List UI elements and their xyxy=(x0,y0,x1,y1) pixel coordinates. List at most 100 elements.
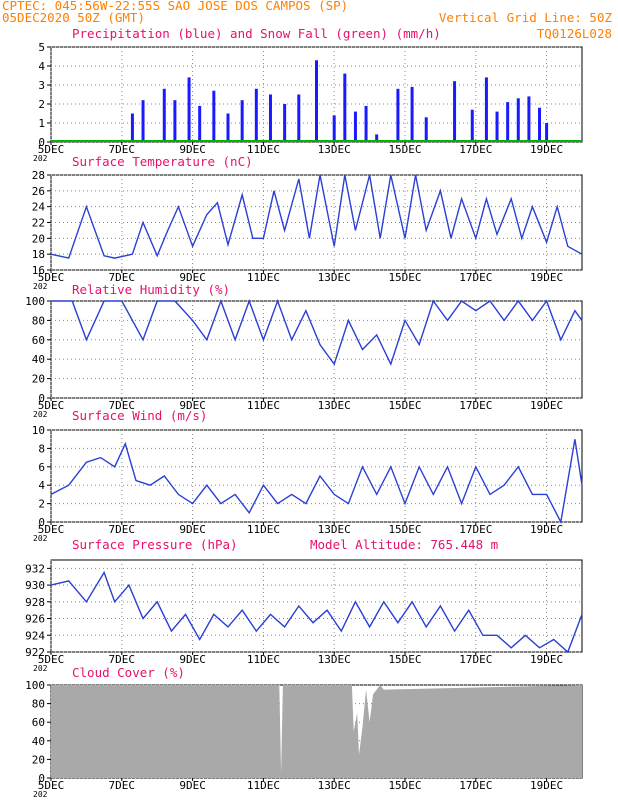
y-tick-label: 2 xyxy=(38,98,45,111)
y-tick-label: 4 xyxy=(38,479,45,492)
y-tick-label: 924 xyxy=(25,629,45,642)
precip-bar xyxy=(353,111,357,142)
year-fragment: 202 xyxy=(33,410,48,419)
y-tick-label: 8 xyxy=(38,442,45,455)
x-tick-label: 19DEC xyxy=(530,399,563,412)
x-tick-label: 15DEC xyxy=(388,143,421,156)
year-fragment: 202 xyxy=(33,154,48,163)
precip-bar xyxy=(297,94,301,142)
precip-bar xyxy=(343,73,347,142)
year-fragment: 202 xyxy=(33,534,48,543)
precip-bar xyxy=(375,134,379,142)
x-tick-label: 5DEC xyxy=(38,399,65,412)
precip-bar xyxy=(396,88,400,142)
y-tick-label: 5 xyxy=(38,41,45,54)
panel-title-wind: Surface Wind (m/s) xyxy=(72,408,207,423)
y-tick-label: 26 xyxy=(32,185,45,198)
panel-temp: Surface Temperature (nC) 16 18 20 22 24 26 28 5D… xyxy=(32,154,583,291)
x-tick-label: 17DEC xyxy=(459,399,492,412)
precip-bar xyxy=(162,88,166,142)
precip-bar xyxy=(424,117,428,142)
precip-bar xyxy=(410,86,414,142)
x-tick-label: 17DEC xyxy=(459,271,492,284)
precip-bar xyxy=(484,77,488,142)
x-tick-label: 13DEC xyxy=(318,399,351,412)
x-tick-label: 5DEC xyxy=(38,271,65,284)
x-tick-label: 19DEC xyxy=(530,779,563,792)
x-tick-label: 11DEC xyxy=(247,523,280,536)
plot-frame xyxy=(50,559,583,653)
x-tick-label: 15DEC xyxy=(388,653,421,666)
x-tick-label: 13DEC xyxy=(318,271,351,284)
precip-bar xyxy=(453,81,457,142)
y-tick-label: 60 xyxy=(32,716,45,729)
x-tick-label: 9DEC xyxy=(179,399,206,412)
y-tick-label: 1 xyxy=(38,117,45,130)
panel-press: Surface Pressure (hPa) 922 924 926 928 930 932… xyxy=(25,537,583,673)
x-tick-label: 11DEC xyxy=(247,143,280,156)
y-tick-label: 16 xyxy=(32,264,45,277)
plot-frame xyxy=(50,300,583,399)
series-line-wind xyxy=(50,439,583,525)
x-tick-label: 7DEC xyxy=(109,523,136,536)
year-fragment: 202 xyxy=(33,790,48,799)
precip-bar xyxy=(173,100,177,142)
y-tick-label: 932 xyxy=(25,562,45,575)
panel-cloud: Cloud Cover (%) 0 20 40 60 80 100 5DEC 7DEC 9DEC 1… xyxy=(25,665,583,799)
precip-bar xyxy=(364,105,368,142)
x-tick-label: 17DEC xyxy=(459,653,492,666)
precip-bar xyxy=(198,105,202,142)
y-tick-label: 20 xyxy=(32,232,45,245)
x-tick-label: 11DEC xyxy=(247,399,280,412)
header-code: TQ0126L028 xyxy=(537,26,612,41)
x-tick-label: 9DEC xyxy=(179,523,206,536)
header-date: 05DEC2020 50Z (GMT) xyxy=(2,10,145,25)
precip-bar xyxy=(212,90,216,142)
series-line-press xyxy=(50,570,583,654)
panel-rh: Relative Humidity (%) 0 20 40 60 80 100 5DEC 7DE… xyxy=(25,282,583,419)
x-tick-label: 9DEC xyxy=(179,779,206,792)
panel-title-cloud: Cloud Cover (%) xyxy=(72,665,185,680)
x-tick-label: 7DEC xyxy=(109,271,136,284)
x-tick-label: 19DEC xyxy=(530,653,563,666)
y-tick-label: 0 xyxy=(38,136,45,149)
year-fragment: 202 xyxy=(33,664,48,673)
altitude-label: Model Altitude: 765.448 m xyxy=(310,537,498,552)
y-tick-label: 922 xyxy=(25,646,45,659)
panel-title-precip: Precipitation (blue) and Snow Fall (gree… xyxy=(72,26,441,41)
y-tick-label: 18 xyxy=(32,248,45,261)
y-tick-label: 2 xyxy=(38,498,45,511)
y-tick-label: 22 xyxy=(32,217,45,230)
x-tick-label: 19DEC xyxy=(530,271,563,284)
precip-bar xyxy=(130,113,134,142)
precip-bar xyxy=(495,111,499,142)
y-tick-label: 4 xyxy=(38,60,45,73)
y-tick-label: 20 xyxy=(32,753,45,766)
y-tick-label: 80 xyxy=(32,314,45,327)
x-tick-label: 7DEC xyxy=(109,399,136,412)
x-tick-label: 15DEC xyxy=(388,523,421,536)
panel-title-rh: Relative Humidity (%) xyxy=(72,282,230,297)
precip-bar xyxy=(516,98,520,142)
x-tick-label: 13DEC xyxy=(318,779,351,792)
panel-title-press: Surface Pressure (hPa) xyxy=(72,537,238,552)
x-tick-label: 5DEC xyxy=(38,779,65,792)
y-tick-label: 20 xyxy=(32,373,45,386)
precip-bar xyxy=(538,107,542,142)
x-tick-label: 15DEC xyxy=(388,271,421,284)
y-tick-label: 100 xyxy=(25,295,45,308)
precip-bar xyxy=(240,100,244,142)
y-tick-label: 930 xyxy=(25,579,45,592)
x-tick-label: 19DEC xyxy=(530,143,563,156)
precip-bar xyxy=(332,115,336,142)
x-tick-label: 13DEC xyxy=(318,653,351,666)
y-tick-label: 0 xyxy=(38,516,45,529)
precip-bar xyxy=(527,96,531,142)
precip-bar xyxy=(254,88,258,142)
plot-frame xyxy=(50,429,583,523)
panel-precip: Precipitation (blue) and Snow Fall (gree… xyxy=(33,26,583,163)
y-tick-label: 40 xyxy=(32,735,45,748)
x-tick-label: 7DEC xyxy=(109,779,136,792)
x-tick-label: 13DEC xyxy=(318,143,351,156)
